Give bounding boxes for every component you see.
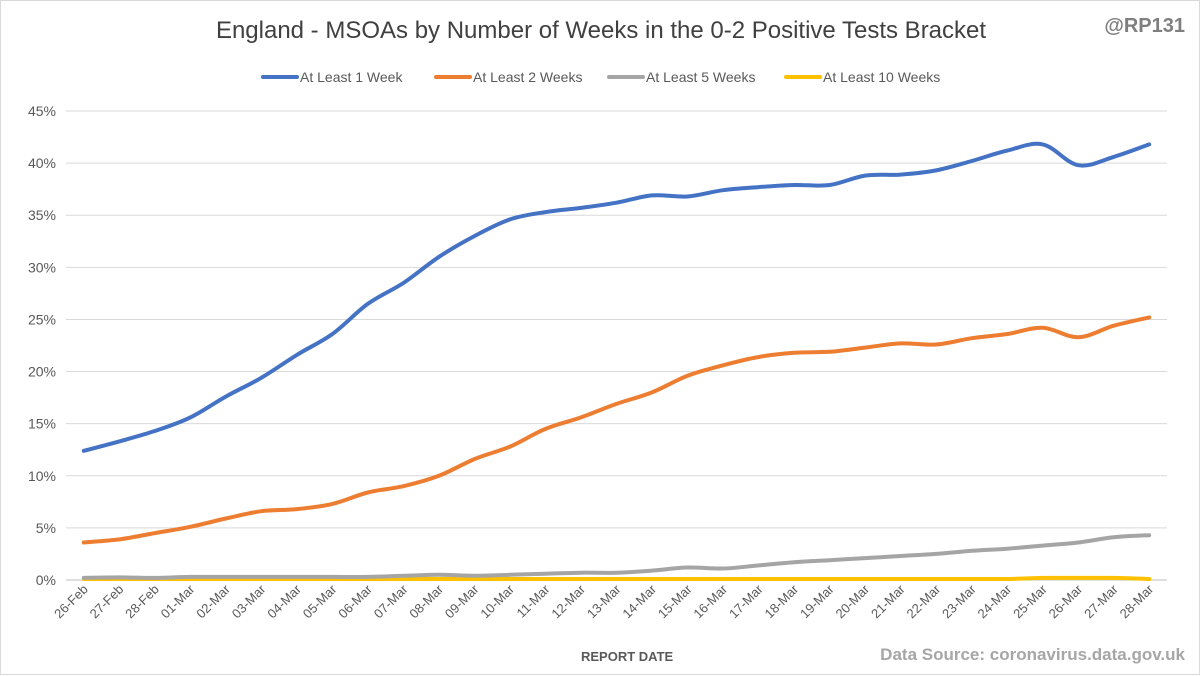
y-tick-label: 45%	[28, 103, 56, 119]
y-tick-label: 0%	[36, 572, 56, 588]
x-tick-label: 13-Mar	[584, 581, 624, 621]
series-lines	[81, 141, 1152, 582]
y-tick-label: 30%	[28, 259, 56, 275]
x-tick-label: 20-Mar	[833, 581, 873, 621]
legend-label-at-least-5-weeks: At Least 5 Weeks	[646, 69, 755, 85]
x-tick-label: 22-Mar	[904, 581, 944, 621]
x-tick-label: 21-Mar	[868, 581, 908, 621]
x-tick-label: 10-Mar	[477, 581, 517, 621]
y-tick-label: 35%	[28, 207, 56, 223]
x-tick-label: 03-Mar	[229, 581, 269, 621]
x-tick-label: 19-Mar	[797, 581, 837, 621]
series-line-at-least-1-week	[81, 141, 1152, 453]
x-tick-label: 26-Feb	[51, 582, 91, 622]
y-tick-label: 5%	[36, 520, 56, 536]
x-tick-label: 08-Mar	[406, 581, 446, 621]
x-tick-label: 12-Mar	[548, 581, 588, 621]
y-tick-label: 25%	[28, 311, 56, 327]
author-handle: @RP131	[1104, 15, 1185, 37]
x-tick-label: 17-Mar	[726, 581, 766, 621]
legend: At Least 1 Week At Least 2 Weeks At Least …	[261, 69, 940, 85]
x-tick-label: 05-Mar	[300, 581, 340, 621]
series-line-at-least-10-weeks	[81, 575, 1152, 582]
chart-title: England - MSOAs by Number of Weeks in th…	[215, 17, 987, 44]
x-tick-label: 26-Mar	[1046, 581, 1086, 621]
x-tick-label: 27-Mar	[1081, 581, 1121, 621]
series-line-at-least-2-weeks	[81, 315, 1152, 545]
x-axis-ticks: 26-Feb27-Feb28-Feb01-Mar02-Mar03-Mar04-M…	[51, 581, 1157, 621]
x-tick-label: 15-Mar	[655, 581, 695, 621]
gridlines	[66, 110, 1167, 581]
x-tick-label: 16-Mar	[690, 581, 730, 621]
x-tick-label: 25-Mar	[1010, 581, 1050, 621]
x-tick-label: 09-Mar	[442, 581, 482, 621]
x-tick-label: 02-Mar	[193, 581, 233, 621]
legend-label-at-least-1-week: At Least 1 Week	[300, 69, 403, 85]
y-tick-label: 20%	[28, 364, 56, 380]
y-tick-label: 10%	[28, 468, 56, 484]
legend-label-at-least-10-weeks: At Least 10 Weeks	[823, 69, 940, 85]
data-source: Data Source: coronavirus.data.gov.uk	[880, 645, 1185, 664]
x-axis-label: REPORT DATE	[581, 649, 674, 664]
x-tick-label: 14-Mar	[619, 581, 659, 621]
y-tick-label: 15%	[28, 416, 56, 432]
series-line-at-least-5-weeks	[81, 533, 1152, 580]
x-tick-label: 24-Mar	[975, 581, 1015, 621]
x-tick-label: 27-Feb	[87, 582, 127, 622]
x-tick-label: 23-Mar	[939, 581, 979, 621]
y-axis-ticks: 0% 5% 10% 15% 20% 25% 30% 35% 40% 45%	[28, 103, 56, 588]
x-tick-label: 06-Mar	[335, 581, 375, 621]
x-tick-label: 07-Mar	[371, 581, 411, 621]
x-tick-label: 28-Mar	[1117, 581, 1157, 621]
x-tick-label: 04-Mar	[264, 581, 304, 621]
y-tick-label: 40%	[28, 155, 56, 171]
x-tick-label: 01-Mar	[158, 581, 198, 621]
x-tick-label: 28-Feb	[122, 582, 162, 622]
legend-label-at-least-2-weeks: At Least 2 Weeks	[473, 69, 582, 85]
x-tick-label: 18-Mar	[761, 581, 801, 621]
x-tick-label: 11-Mar	[514, 581, 554, 621]
